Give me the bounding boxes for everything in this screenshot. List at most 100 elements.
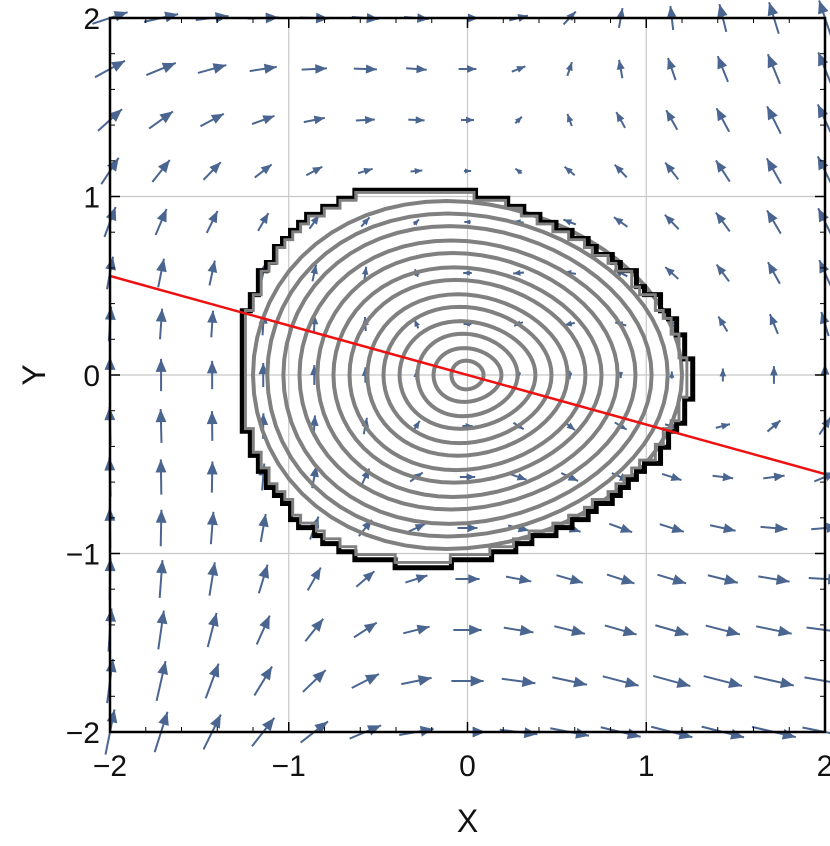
arrow-head xyxy=(463,270,470,276)
arrow-head xyxy=(566,422,575,431)
vector-arrow xyxy=(659,523,685,533)
arrow-head xyxy=(210,113,224,124)
arrow-head xyxy=(565,62,573,72)
vector-arrow xyxy=(503,624,534,636)
arrow-head xyxy=(414,524,426,532)
arrow-head xyxy=(720,422,730,430)
arrow-head xyxy=(769,314,778,326)
vector-arrow xyxy=(451,675,484,687)
arrow-head xyxy=(575,727,590,739)
vector-arrow xyxy=(156,610,168,650)
arrow-head xyxy=(666,5,677,18)
vector-arrow xyxy=(455,574,480,584)
vector-arrow xyxy=(257,564,270,594)
vector-arrow xyxy=(156,258,167,288)
vector-arrow xyxy=(463,168,472,174)
arrow-head xyxy=(416,64,427,74)
vector-arrow xyxy=(351,673,380,689)
vector-arrow xyxy=(808,573,830,585)
arrow-head xyxy=(722,472,734,482)
vector-arrow xyxy=(197,63,227,74)
arrow-head xyxy=(665,162,676,174)
arrow-head xyxy=(516,473,527,481)
arrow-head xyxy=(513,269,521,276)
vector-arrow xyxy=(353,64,377,74)
arrow-head xyxy=(207,260,218,273)
arrow-head xyxy=(365,64,377,74)
arrow-head xyxy=(730,728,745,740)
arrow-head xyxy=(113,11,128,22)
contour-ring xyxy=(381,304,554,446)
vector-arrow xyxy=(510,473,527,481)
contour-ring xyxy=(331,265,604,485)
arrow-head xyxy=(207,562,219,576)
vector-arrow xyxy=(661,472,682,482)
arrow-head xyxy=(414,167,423,175)
arrow-head xyxy=(309,415,319,427)
arrow-head xyxy=(364,115,375,125)
contour-ring xyxy=(297,238,638,512)
vector-arrow xyxy=(303,115,325,125)
arrow-head xyxy=(161,62,176,73)
arrow-head xyxy=(470,675,484,687)
arrow-head xyxy=(467,65,477,73)
arrow-head xyxy=(263,63,277,74)
vector-arrow xyxy=(355,570,376,588)
x-tick-label: 0 xyxy=(459,750,476,783)
vector-arrow xyxy=(202,161,222,181)
arrow-head xyxy=(716,108,727,122)
vector-arrow xyxy=(703,675,743,688)
arrow-head xyxy=(571,625,585,636)
arrow-head xyxy=(515,168,523,175)
arrow-head xyxy=(767,106,778,121)
vector-arrow xyxy=(566,113,574,127)
vector-arrow xyxy=(206,411,218,441)
y-tick-label: −2 xyxy=(66,717,100,750)
vector-arrow xyxy=(717,315,729,333)
vector-arrow xyxy=(463,270,472,276)
arrow-head xyxy=(466,116,474,124)
vector-arrow xyxy=(258,513,269,543)
arrow-head xyxy=(414,319,420,328)
arrow-head xyxy=(208,211,218,224)
vector-arrow xyxy=(151,159,171,183)
vector-arrow xyxy=(767,261,781,285)
vector-arrow xyxy=(606,573,635,585)
arrow-head xyxy=(818,52,829,67)
y-tick-label: 1 xyxy=(83,182,100,215)
arrow-head xyxy=(719,368,727,377)
arrow-head xyxy=(416,624,430,635)
vector-arrow xyxy=(405,574,428,584)
vector-arrow xyxy=(155,308,167,340)
vector-arrow xyxy=(206,511,218,545)
vector-arrow xyxy=(207,310,218,338)
vector-arrow xyxy=(550,727,590,739)
vector-arrow xyxy=(715,159,731,183)
arrow-head xyxy=(566,11,576,22)
vector-arrow xyxy=(361,266,369,280)
arrow-head xyxy=(106,157,119,172)
arrow-head xyxy=(155,459,167,473)
arrow-head xyxy=(716,264,727,276)
vector-arrow xyxy=(255,615,271,645)
vector-arrow xyxy=(257,212,270,232)
vector-arrow xyxy=(458,65,477,73)
x-tick-label: 2 xyxy=(817,750,830,783)
vector-arrow xyxy=(154,208,168,236)
vector-arrow xyxy=(304,618,325,642)
vector-arrow xyxy=(664,161,680,181)
arrow-head xyxy=(717,4,728,18)
red-line xyxy=(109,274,826,476)
vector-arrow xyxy=(253,666,273,696)
vector-arrow xyxy=(301,64,327,74)
vector-arrow xyxy=(715,211,731,233)
x-tick-label: −1 xyxy=(272,750,306,783)
arrow-head xyxy=(312,670,326,684)
vector-arrow xyxy=(608,522,633,534)
arrow-head xyxy=(311,618,324,632)
arrow-head xyxy=(715,212,727,225)
vector-arrow xyxy=(413,319,420,329)
arrow-head xyxy=(664,214,675,225)
vector-arrow xyxy=(760,523,788,534)
arrow-head xyxy=(310,567,321,581)
